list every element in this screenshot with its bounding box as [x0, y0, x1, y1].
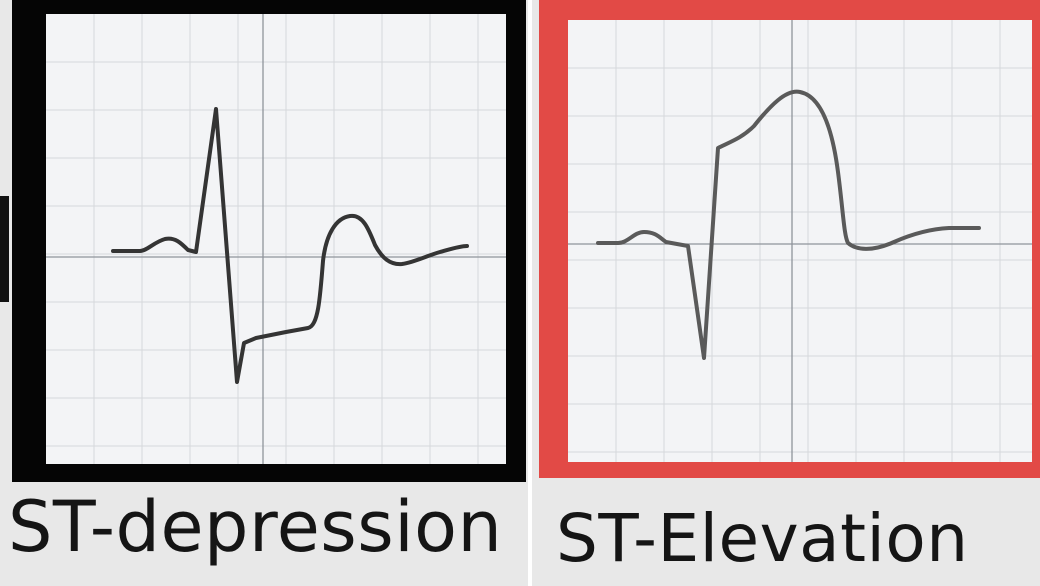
st-depression-ecg-grid — [46, 14, 506, 464]
st-elevation-panel: ST-Elevation — [532, 0, 1040, 586]
st-elevation-ecg-svg — [568, 20, 1032, 462]
st-elevation-ecg-grid — [568, 20, 1032, 462]
st-depression-panel: ST-depression — [0, 0, 528, 586]
st-depression-label: ST-depression — [8, 486, 503, 568]
st-depression-frame — [12, 0, 526, 482]
st-elevation-frame — [539, 0, 1040, 478]
st-elevation-ecg-trace — [596, 89, 981, 360]
st-depression-ecg-trace — [111, 107, 469, 384]
side-tab-marker — [0, 196, 9, 302]
st-depression-gridlines — [46, 14, 506, 464]
st-depression-ecg-svg — [46, 14, 506, 464]
st-elevation-label: ST-Elevation — [556, 500, 969, 577]
st-elevation-gridlines — [568, 20, 1032, 462]
